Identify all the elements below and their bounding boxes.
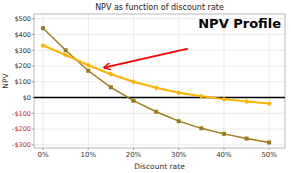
grid [34, 14, 285, 148]
series-marker [109, 85, 113, 89]
y-tick-label: -$100 [12, 110, 31, 118]
y-tick-label: $100 [14, 78, 31, 86]
grid-line-y [34, 50, 285, 51]
series-marker [267, 140, 271, 144]
y-tick-label: $200 [14, 62, 31, 70]
series-marker [86, 69, 90, 73]
series-line [43, 28, 269, 142]
series-marker [154, 110, 158, 114]
x-tick-label: 30% [171, 151, 187, 159]
grid-line-y [34, 97, 285, 98]
y-tick [32, 129, 34, 130]
grid-line-y [34, 81, 285, 82]
grid-line-y [34, 66, 285, 67]
series-marker [131, 79, 136, 84]
series-marker [177, 119, 181, 123]
x-tick-label: 50% [261, 151, 277, 159]
y-tick [32, 34, 34, 35]
series-line [43, 46, 269, 104]
x-tick-label: 0% [37, 151, 48, 159]
y-tick [32, 113, 34, 114]
series-marker [199, 126, 203, 130]
x-tick [133, 148, 134, 150]
y-tick-label: $0 [23, 94, 31, 102]
grid-line-x [43, 14, 44, 148]
title: NPV as function of discount rate [95, 3, 224, 12]
x-tick-label: 40% [216, 151, 232, 159]
x-tick [223, 148, 224, 150]
y-tick-label: $500 [14, 15, 31, 23]
zero-line [34, 97, 285, 99]
annotation: NPV Profile [198, 16, 281, 31]
series-marker [40, 43, 45, 48]
grid-line-y [34, 34, 285, 35]
y-tick [32, 144, 34, 145]
series-marker [63, 52, 68, 57]
data [34, 26, 285, 144]
x-tick [43, 148, 44, 150]
series-marker [222, 132, 226, 136]
series-marker [199, 94, 204, 99]
series-marker [244, 99, 249, 104]
series-marker [86, 63, 91, 68]
series-marker [267, 101, 272, 106]
arrow [104, 49, 188, 68]
axes: 0% 10% 20% 30% 40% 50% -$300 -$200 -$100 $0 $100 $2… [12, 15, 277, 159]
x-tick [178, 148, 179, 150]
y-tick [32, 81, 34, 82]
grid-line-x [178, 14, 179, 148]
grid-line-x [223, 14, 224, 148]
series-marker [245, 137, 249, 141]
series-marker [154, 85, 159, 90]
x-tick [88, 148, 89, 150]
grid-line-y [34, 144, 285, 145]
series-marker [64, 48, 68, 52]
grid-line-y [34, 129, 285, 130]
series-marker [108, 72, 113, 77]
x-tick [269, 148, 270, 150]
series-marker [176, 90, 181, 95]
y-tick [32, 97, 34, 98]
y-tick-label: $400 [14, 31, 31, 39]
series-marker [131, 99, 135, 103]
chart: 0% 10% 20% 30% 40% 50% -$300 -$200 -$100 $0 $100 $2… [0, 0, 291, 173]
grid-line-x [269, 14, 270, 148]
grid-line-x [88, 14, 89, 148]
plot-frame [34, 14, 285, 148]
y-tick-label: -$200 [12, 125, 31, 133]
x-axis-label: Discount rate [134, 162, 185, 171]
x-tick-label: 10% [80, 151, 96, 159]
series-marker [221, 97, 226, 102]
y-tick [32, 50, 34, 51]
y-tick [32, 18, 34, 19]
y-tick [32, 66, 34, 67]
series-marker [41, 26, 45, 30]
y-tick-label: -$300 [12, 141, 31, 149]
y-axis-label: NPV [1, 72, 10, 88]
x-tick-label: 20% [126, 151, 142, 159]
y-tick-label: $300 [14, 47, 31, 55]
